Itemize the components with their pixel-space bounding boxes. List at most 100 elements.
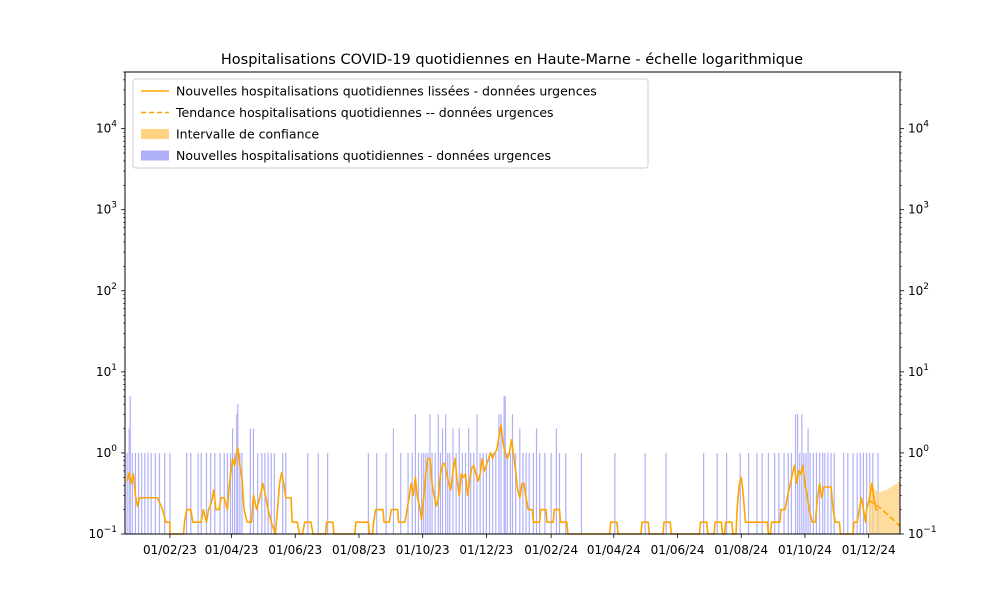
- daily-bar: [131, 452, 133, 534]
- y-tick-label-left: 101: [96, 363, 117, 379]
- legend-frame: [132, 78, 649, 169]
- daily-bar: [778, 452, 780, 534]
- y-tick-label-right: 10−1: [908, 525, 937, 541]
- legend-label: Nouvelles hospitalisations quotidiennes …: [176, 84, 597, 99]
- daily-bar: [421, 452, 423, 534]
- daily-bar: [137, 452, 140, 534]
- daily-bar: [234, 452, 236, 534]
- daily-bar: [470, 452, 472, 534]
- daily-bar: [414, 414, 416, 534]
- daily-bar: [144, 452, 146, 534]
- daily-bar: [400, 452, 402, 534]
- daily-bar: [197, 452, 199, 534]
- daily-bar: [367, 452, 369, 534]
- daily-bar: [129, 396, 131, 534]
- daily-bar: [261, 452, 263, 534]
- daily-bar: [307, 452, 309, 534]
- x-tick-label: 01/08/24: [714, 543, 768, 557]
- daily-bar: [317, 452, 319, 534]
- daily-bar: [186, 452, 188, 534]
- daily-bar: [614, 452, 616, 534]
- daily-bar: [210, 452, 212, 534]
- daily-bar: [555, 428, 557, 534]
- daily-bar: [223, 452, 225, 534]
- daily-bar: [219, 452, 221, 534]
- daily-bar: [407, 452, 409, 534]
- daily-bar: [812, 452, 814, 534]
- daily-bar: [226, 452, 228, 534]
- daily-bar: [282, 452, 284, 534]
- legend-label: Nouvelles hospitalisations quotidiennes …: [176, 148, 551, 163]
- daily-bar: [500, 414, 502, 534]
- daily-bar: [726, 452, 728, 534]
- daily-bar: [239, 452, 241, 534]
- legend-swatch-patch: [141, 129, 169, 139]
- x-tick-label: 01/06/23: [268, 543, 322, 557]
- daily-bar: [439, 452, 442, 534]
- daily-bar: [515, 452, 517, 534]
- daily-bar: [128, 428, 130, 534]
- daily-bar: [747, 452, 750, 534]
- daily-bar: [859, 452, 861, 534]
- daily-bar: [827, 452, 829, 534]
- y-tick-label-right: 104: [908, 120, 929, 136]
- daily-bar: [392, 428, 395, 534]
- daily-bar: [158, 452, 161, 534]
- y-tick-label-left: 10−1: [88, 525, 117, 541]
- daily-bar: [205, 452, 208, 534]
- daily-bar: [458, 428, 460, 534]
- daily-bar: [550, 452, 552, 534]
- daily-bar: [580, 452, 583, 534]
- daily-bar: [445, 414, 447, 534]
- x-tick-label: 01/04/24: [587, 543, 641, 557]
- legend-swatch-patch: [141, 150, 169, 161]
- daily-bar: [327, 452, 329, 534]
- daily-bar: [498, 414, 500, 534]
- daily-bar: [190, 452, 192, 534]
- daily-bar: [833, 452, 835, 534]
- x-tick-label: 01/04/23: [205, 543, 259, 557]
- daily-bar: [865, 452, 868, 534]
- daily-bar: [455, 452, 457, 534]
- daily-bar: [807, 428, 809, 534]
- daily-bar: [434, 452, 436, 534]
- daily-bar: [558, 452, 561, 534]
- x-tick-label: 01/06/24: [651, 543, 705, 557]
- daily-bar: [431, 452, 433, 534]
- daily-bar: [437, 414, 439, 534]
- daily-bar: [267, 452, 269, 534]
- daily-bar: [473, 452, 475, 534]
- daily-bar: [441, 428, 444, 534]
- y-tick-label-left: 103: [96, 201, 117, 217]
- daily-bar: [519, 428, 521, 534]
- daily-bar: [464, 452, 467, 534]
- daily-bar: [774, 452, 776, 534]
- daily-bar: [739, 452, 741, 534]
- daily-bar: [164, 452, 166, 534]
- daily-bar: [644, 452, 646, 534]
- daily-bar: [141, 452, 143, 534]
- daily-bar: [756, 452, 758, 534]
- daily-bar: [801, 414, 803, 534]
- daily-bar: [252, 428, 255, 534]
- daily-bar: [241, 452, 243, 534]
- daily-bar: [126, 452, 128, 534]
- y-tick-label-right: 103: [908, 201, 929, 217]
- daily-bar: [847, 452, 849, 534]
- x-tick-label: 01/10/23: [396, 543, 450, 557]
- x-tick-label: 01/12/23: [459, 543, 513, 557]
- daily-bar: [803, 452, 805, 534]
- daily-bar: [767, 452, 769, 534]
- daily-bar: [783, 452, 785, 534]
- daily-bar: [376, 452, 378, 534]
- daily-bar: [147, 452, 149, 534]
- daily-bar: [799, 452, 801, 534]
- daily-bar: [528, 452, 530, 534]
- daily-bar: [716, 452, 718, 534]
- daily-bar: [511, 414, 514, 534]
- daily-bar: [468, 428, 470, 534]
- daily-bar: [385, 452, 387, 534]
- daily-bar: [425, 452, 427, 534]
- daily-bar: [824, 452, 826, 534]
- daily-bar: [503, 396, 505, 534]
